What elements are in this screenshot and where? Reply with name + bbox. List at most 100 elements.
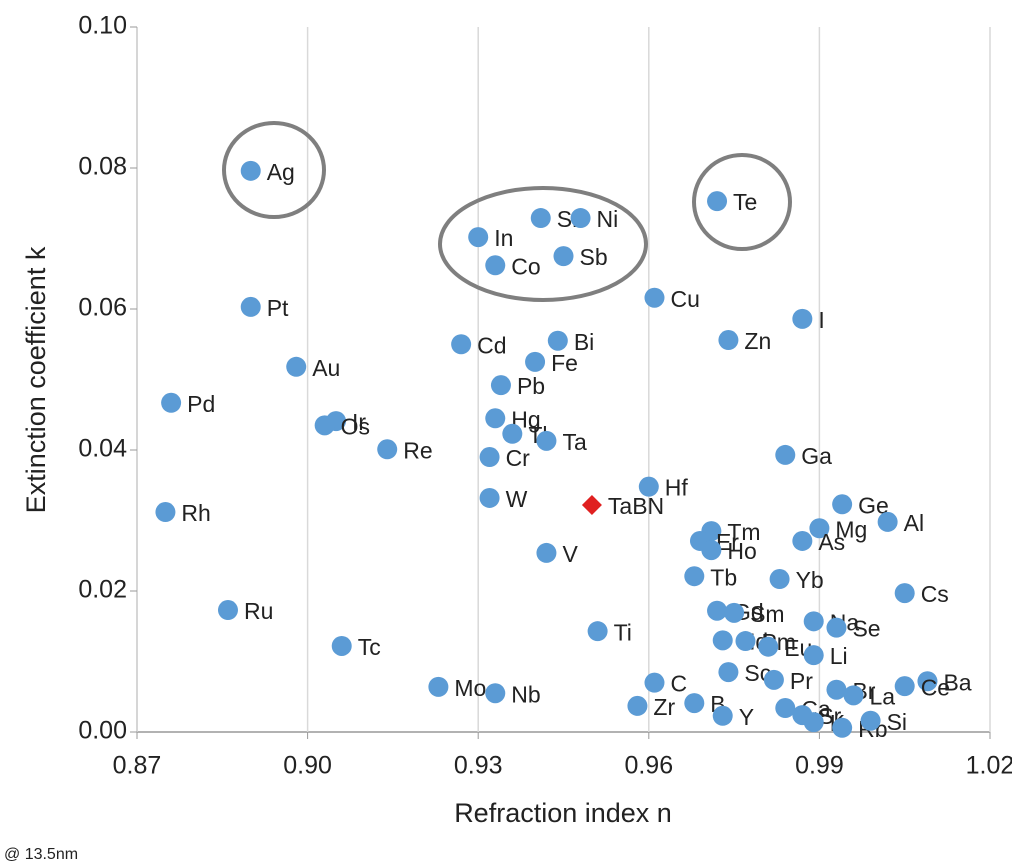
point-label: Ho <box>727 538 756 564</box>
point <box>792 308 813 329</box>
point-label: Rh <box>181 500 210 526</box>
point <box>701 540 722 561</box>
point <box>712 630 733 651</box>
point <box>718 662 739 683</box>
point <box>240 296 261 317</box>
point <box>490 375 511 396</box>
point-label: As <box>818 529 845 555</box>
point <box>553 246 574 267</box>
point <box>758 636 779 657</box>
x-tick-label: 0.96 <box>624 752 673 780</box>
point <box>536 430 557 451</box>
point-label: Ba <box>943 669 971 695</box>
point-label: Y <box>739 704 754 730</box>
point <box>803 712 824 733</box>
point <box>684 566 705 587</box>
point <box>485 408 506 429</box>
point-label: Al <box>904 510 924 536</box>
point-label: Zn <box>744 328 771 354</box>
point-label: Ni <box>597 206 619 232</box>
footnote: @ 13.5nm <box>4 846 78 863</box>
point <box>479 447 500 468</box>
point <box>451 334 472 355</box>
point-label: Yb <box>796 567 824 593</box>
point-label: Ti <box>614 619 632 645</box>
point <box>809 518 830 539</box>
point <box>644 287 665 308</box>
point <box>843 685 864 706</box>
point-label: Tc <box>358 634 381 660</box>
point <box>485 255 506 276</box>
point <box>894 583 915 604</box>
point-label: Cr <box>506 445 531 471</box>
point <box>587 621 608 642</box>
point <box>155 502 176 523</box>
point-label: Ta <box>562 429 587 455</box>
point-label: Si <box>887 709 907 735</box>
point-label: Se <box>852 616 880 642</box>
point <box>530 208 551 229</box>
point-label: Ce <box>921 674 950 700</box>
point-label: Re <box>403 437 432 463</box>
point <box>917 671 938 692</box>
point-label: Tb <box>710 564 737 590</box>
highlight-ring <box>692 153 792 251</box>
y-tick-label: 0.08 <box>78 153 127 181</box>
point <box>479 487 500 508</box>
y-axis-title: Extinction coefficient k <box>21 246 51 513</box>
point <box>468 227 489 248</box>
point <box>769 569 790 590</box>
point-label: Li <box>830 643 848 669</box>
x-axis-title: Refraction index n <box>454 798 672 828</box>
point <box>894 676 915 697</box>
point-label: Au <box>312 355 340 381</box>
y-tick-label: 0.10 <box>78 12 127 40</box>
point-label: Co <box>511 253 540 279</box>
point-label: Pt <box>267 295 289 321</box>
point <box>803 645 824 666</box>
point <box>240 160 261 181</box>
point <box>735 631 756 652</box>
point-label: Te <box>733 189 757 215</box>
point <box>712 705 733 726</box>
point <box>826 679 847 700</box>
point <box>638 476 659 497</box>
point <box>763 669 784 690</box>
point-label: Pd <box>187 391 215 417</box>
point <box>627 695 648 716</box>
y-tick-label: 0.04 <box>78 435 127 463</box>
point <box>792 530 813 551</box>
y-tick-label: 0.02 <box>78 576 127 604</box>
point-label: Fe <box>551 350 578 376</box>
point-label: W <box>506 486 528 512</box>
point <box>877 511 898 532</box>
point-label: Sm <box>750 601 785 627</box>
point <box>718 330 739 351</box>
point-label: Ir <box>352 409 366 435</box>
point <box>428 676 449 697</box>
point <box>684 693 705 714</box>
point <box>286 356 307 377</box>
point <box>860 710 881 731</box>
point-label: Cs <box>921 581 949 607</box>
x-tick-label: 0.99 <box>795 752 844 780</box>
point <box>707 191 728 212</box>
point-label: TaBN <box>608 493 664 519</box>
highlight-ring <box>222 121 326 219</box>
point <box>314 415 335 436</box>
point <box>775 698 796 719</box>
point-label: Ru <box>244 598 273 624</box>
point <box>644 672 665 693</box>
point <box>331 635 352 656</box>
y-tick-label: 0.00 <box>78 717 127 745</box>
point <box>502 423 523 444</box>
point-label: Ag <box>267 159 295 185</box>
point-label: Zr <box>653 694 675 720</box>
point-label: La <box>870 683 896 709</box>
point <box>570 208 591 229</box>
point <box>826 617 847 638</box>
point <box>547 330 568 351</box>
point <box>485 683 506 704</box>
point <box>581 494 602 515</box>
